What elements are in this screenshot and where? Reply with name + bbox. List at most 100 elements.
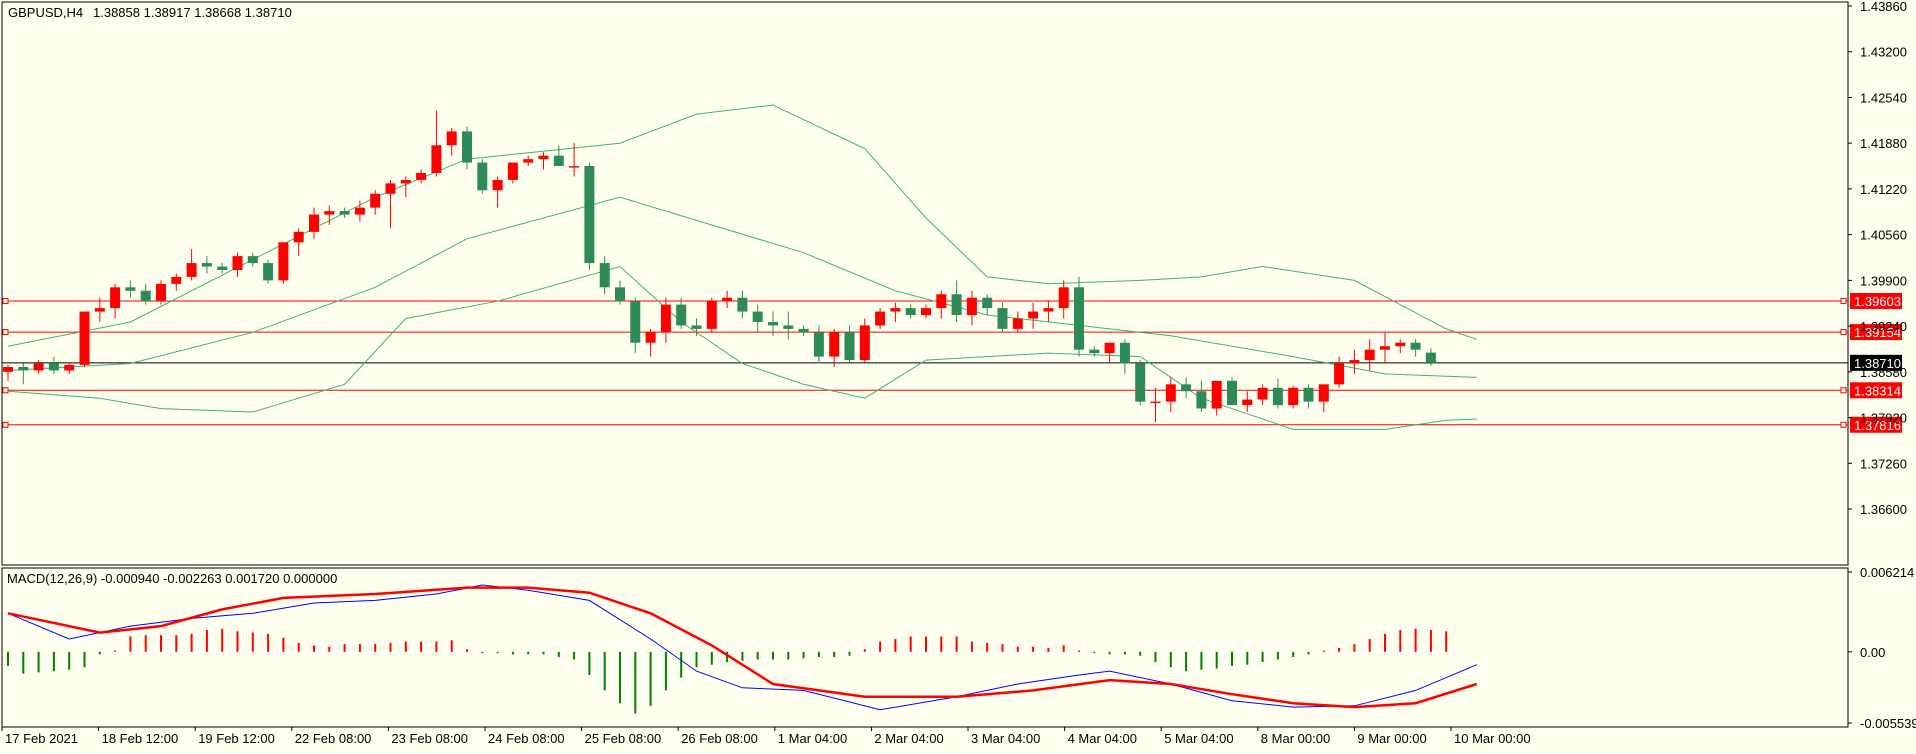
candle-body [1349, 360, 1360, 364]
candle-body [1272, 387, 1283, 406]
candle [676, 297, 687, 329]
candle-body [201, 263, 212, 267]
candle [201, 256, 212, 274]
candle [1028, 302, 1039, 329]
candle [1410, 339, 1421, 357]
candle-body [140, 290, 151, 302]
candle [538, 152, 549, 170]
candle [1074, 276, 1084, 357]
candle-body [156, 283, 166, 302]
candle-body [1165, 384, 1176, 402]
candle-body [1242, 399, 1253, 406]
candle-body [370, 193, 381, 208]
level-price-label: 1.37816 [1854, 418, 1901, 433]
price-axis[interactable]: 1.43860 1.43200 1.42540 1.41880 1.41220 1.405… [1848, 0, 1916, 731]
candle-body [875, 311, 886, 326]
level-handle-left [2, 329, 9, 336]
candle [33, 360, 44, 374]
candle-body [722, 297, 733, 302]
candle [1257, 384, 1268, 406]
candle-body [1380, 346, 1390, 350]
candle-body [584, 166, 595, 264]
candle [1181, 377, 1192, 399]
candle [339, 207, 350, 219]
current-price-tag [1850, 354, 1902, 371]
candle-body [844, 332, 855, 361]
candle-body [936, 294, 947, 309]
candle-body [171, 276, 182, 284]
time-axis[interactable]: 17 Feb 2021 18 Feb 12:00 19 Feb 12:00 22 Fe… [1, 727, 1531, 746]
candle-body [507, 162, 518, 180]
candle-body [890, 308, 901, 312]
macd-tick-label: 0.006214 [1860, 565, 1914, 580]
candle-body [431, 145, 442, 173]
time-tick-label: 24 Feb 08:00 [488, 731, 565, 746]
candle-body [1135, 363, 1146, 402]
candle-body [1395, 342, 1406, 347]
candle-body [339, 211, 350, 215]
candle [660, 297, 671, 343]
macd-main-line [7, 584, 1477, 711]
time-tick-label: 23 Feb 08:00 [391, 731, 468, 746]
candle-body [1334, 363, 1345, 385]
candle [997, 302, 1008, 333]
candle-body [966, 297, 977, 316]
time-tick-label: 10 Mar 00:00 [1454, 731, 1531, 746]
candle [1425, 348, 1436, 366]
candle-body [492, 179, 503, 191]
time-tick-label: 22 Feb 08:00 [295, 731, 372, 746]
candle-body [951, 294, 962, 316]
candle-body [1410, 342, 1421, 350]
time-tick-label: 26 Feb 08:00 [681, 731, 758, 746]
candle [844, 325, 855, 364]
candle [18, 363, 29, 385]
candle-body [829, 332, 840, 357]
candle-body [416, 172, 427, 180]
symbol-label: GBPUSD,H4 [8, 5, 83, 20]
candle [400, 176, 411, 198]
candle [324, 205, 335, 225]
candle [752, 304, 763, 333]
price-tick-label: 1.43200 [1860, 45, 1907, 60]
level-handle-right [1840, 387, 1847, 394]
price-tick-label: 1.39240 [1860, 319, 1907, 334]
candle-body [1181, 384, 1192, 392]
candle-body [1211, 380, 1222, 409]
macd-tick-label: -0.005539 [1860, 716, 1916, 731]
time-tick-label: 25 Feb 08:00 [585, 731, 662, 746]
candle [1089, 346, 1100, 357]
candle [1196, 380, 1207, 413]
candle [783, 311, 794, 340]
candle-body [1089, 349, 1100, 354]
candle-body [1028, 311, 1039, 319]
candle [798, 325, 809, 336]
candle [354, 200, 365, 222]
candle [309, 207, 319, 239]
candle [416, 169, 427, 184]
candle-body [217, 266, 228, 270]
candle [1349, 349, 1360, 374]
candle-body [400, 179, 411, 184]
candle-body [94, 308, 105, 312]
candle-body [446, 131, 457, 146]
candle-body [569, 166, 580, 168]
candle [1395, 339, 1406, 354]
candle-body [706, 301, 717, 329]
level-price-label: 1.39154 [1854, 325, 1901, 340]
candle [110, 283, 121, 319]
candle [156, 280, 166, 305]
candle-body [3, 366, 13, 372]
candle [936, 290, 947, 319]
price-tick-label: 1.42540 [1860, 90, 1907, 105]
time-tick-label: 19 Feb 12:00 [198, 731, 275, 746]
macd-title: MACD(12,26,9) -0.000940 -0.002263 0.0017… [7, 571, 337, 586]
candle-body [798, 328, 809, 333]
candle [247, 252, 258, 267]
candle [722, 290, 733, 309]
candle-body [1227, 380, 1237, 406]
candle-body [1012, 318, 1023, 329]
candle [523, 155, 534, 167]
candle [1288, 385, 1299, 409]
candle [890, 302, 901, 322]
candle-body [523, 159, 534, 163]
